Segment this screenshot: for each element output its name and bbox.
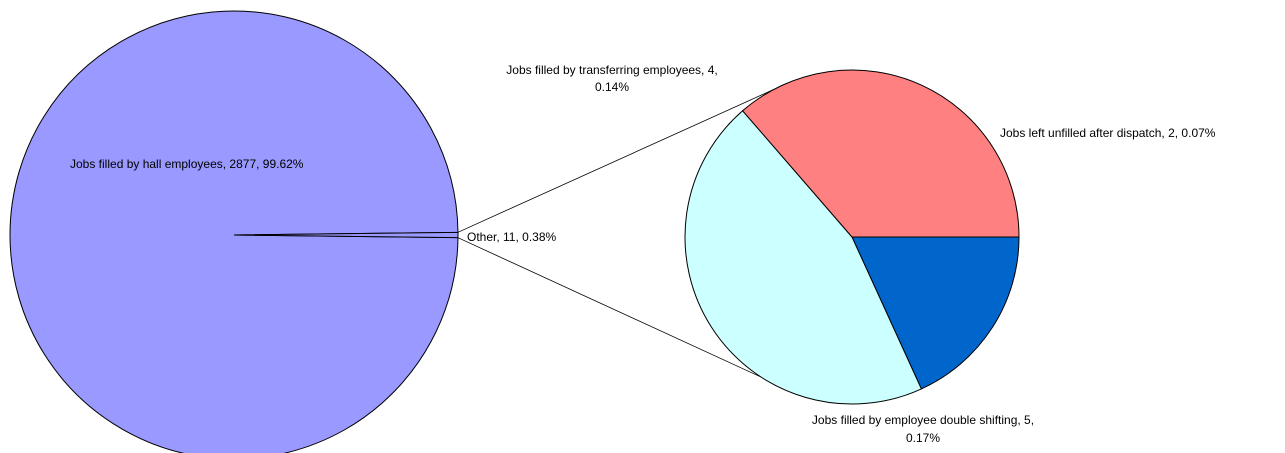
slice-left-unfilled (851, 236, 1020, 390)
connector-line-top (457, 89, 774, 233)
slice-double-shifting (684, 110, 923, 405)
slice-other (233, 231, 459, 239)
label-left-unfilled: Jobs left unfilled after dispatch, 2, 0.… (1000, 126, 1216, 140)
data-labels: Jobs filled by hall employees, 2877, 99.… (70, 63, 1216, 445)
label-other: Other, 11, 0.38% (467, 230, 556, 244)
slice-hall-employees (9, 10, 459, 453)
slice-transferring (741, 69, 1020, 238)
connector-line-bottom (457, 237, 762, 378)
label-transferring-line-2: 0.14% (595, 80, 629, 94)
label-transferring-line-1: Jobs filled by transferring employees, 4… (506, 63, 717, 77)
main-pie (9, 10, 459, 453)
label-hall-employees: Jobs filled by hall employees, 2877, 99.… (70, 157, 304, 171)
connector-lines (457, 89, 774, 378)
label-double-shifting-line-1: Jobs filled by employee double shifting,… (812, 413, 1034, 427)
breakout-pie (684, 69, 1020, 405)
label-double-shifting-line-2: 0.17% (906, 431, 940, 445)
